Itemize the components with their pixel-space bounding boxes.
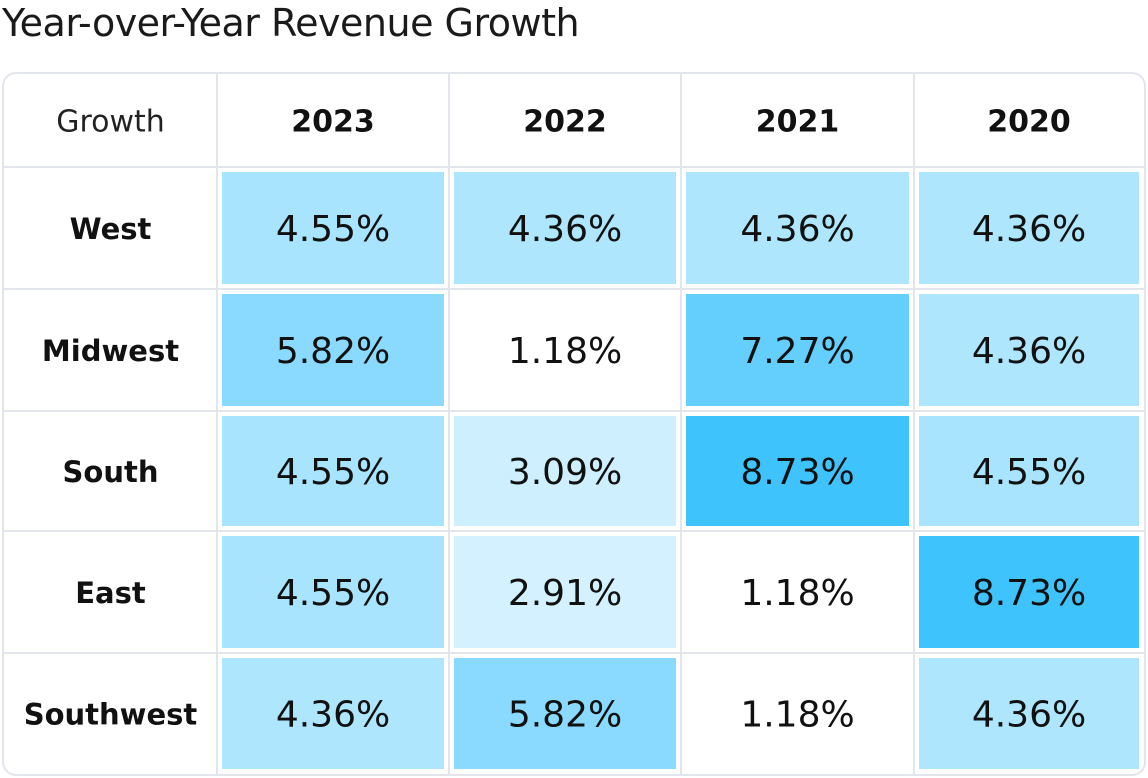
row-header: Southwest <box>24 698 198 732</box>
heatmap-cell <box>454 172 676 284</box>
cell-value-label: 4.36% <box>972 209 1086 250</box>
corner-label: Growth <box>56 105 165 140</box>
cell-value-label: 7.27% <box>740 331 854 372</box>
chart-title: Year-over-Year Revenue Growth <box>2 1 580 45</box>
row-header: East <box>75 576 146 610</box>
cell-value-label: 4.55% <box>276 209 390 250</box>
cell-value-label: 2.91% <box>508 573 622 614</box>
heatmap-cell <box>454 658 676 769</box>
column-header: 2022 <box>523 105 607 140</box>
cell-value-label: 4.36% <box>276 695 390 736</box>
heatmap-cell <box>686 294 909 406</box>
cell-value-label: 4.55% <box>276 573 390 614</box>
heatmap-cell <box>919 536 1139 648</box>
column-header: 2023 <box>291 105 375 140</box>
heatmap-cell <box>222 658 444 769</box>
column-header: 2021 <box>756 105 840 140</box>
heatmap-cell <box>919 416 1139 526</box>
cell-value-label: 1.18% <box>508 331 622 372</box>
heatmap-cell <box>222 172 444 284</box>
heatmap-cell <box>454 416 676 526</box>
cell-value-label: 1.18% <box>740 573 854 614</box>
heatmap-cell <box>919 294 1139 406</box>
cell-value-label: 8.73% <box>740 452 854 493</box>
heatmap-cell <box>686 172 909 284</box>
row-header: South <box>63 455 159 489</box>
cell-value-label: 8.73% <box>972 573 1086 614</box>
cell-value-label: 3.09% <box>508 452 622 493</box>
row-header: Midwest <box>42 334 179 368</box>
row-header: West <box>70 212 152 246</box>
cell-value-label: 5.82% <box>276 331 390 372</box>
cell-value-label: 4.55% <box>972 452 1086 493</box>
heatmap-cell <box>919 658 1139 769</box>
heatmap-svg: Growth 2023 2022 2021 2020 West Midwest South Ea… <box>4 74 1144 774</box>
heatmap-cell <box>919 172 1139 284</box>
column-header: 2020 <box>987 105 1071 140</box>
heatmap-cell <box>454 536 676 648</box>
heatmap-table: Growth 2023 2022 2021 2020 West Midwest South Ea… <box>2 72 1146 776</box>
cell-value-label: 4.36% <box>740 209 854 250</box>
heatmap-cell <box>222 536 444 648</box>
heatmap-cell <box>222 294 444 406</box>
cell-value-label: 4.36% <box>972 695 1086 736</box>
cell-value-label: 4.36% <box>508 209 622 250</box>
heatmap-cell <box>222 416 444 526</box>
heatmap-cell <box>686 416 909 526</box>
cell-value-label: 1.18% <box>740 695 854 736</box>
cell-value-label: 5.82% <box>508 695 622 736</box>
heatmap-cell <box>686 536 909 648</box>
heatmap-cell <box>686 658 909 769</box>
cell-value-label: 4.55% <box>276 452 390 493</box>
cell-value-label: 4.36% <box>972 331 1086 372</box>
heatmap-cell <box>454 294 676 406</box>
